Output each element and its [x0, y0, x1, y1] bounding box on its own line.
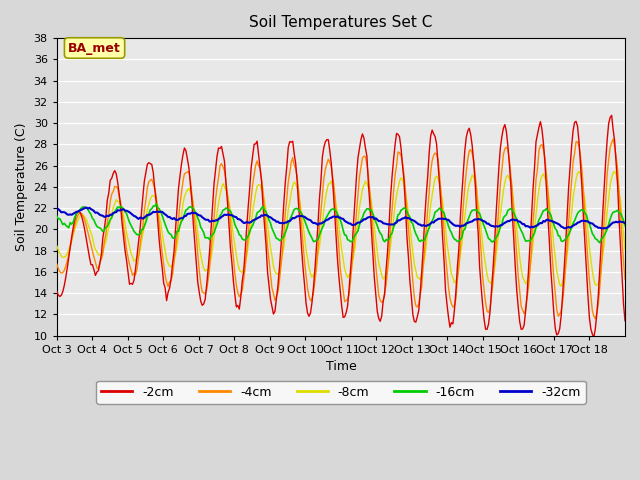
Title: Soil Temperatures Set C: Soil Temperatures Set C [249, 15, 433, 30]
Y-axis label: Soil Temperature (C): Soil Temperature (C) [15, 122, 28, 251]
Text: BA_met: BA_met [68, 41, 121, 55]
Legend: -2cm, -4cm, -8cm, -16cm, -32cm: -2cm, -4cm, -8cm, -16cm, -32cm [96, 381, 586, 404]
X-axis label: Time: Time [326, 360, 356, 373]
